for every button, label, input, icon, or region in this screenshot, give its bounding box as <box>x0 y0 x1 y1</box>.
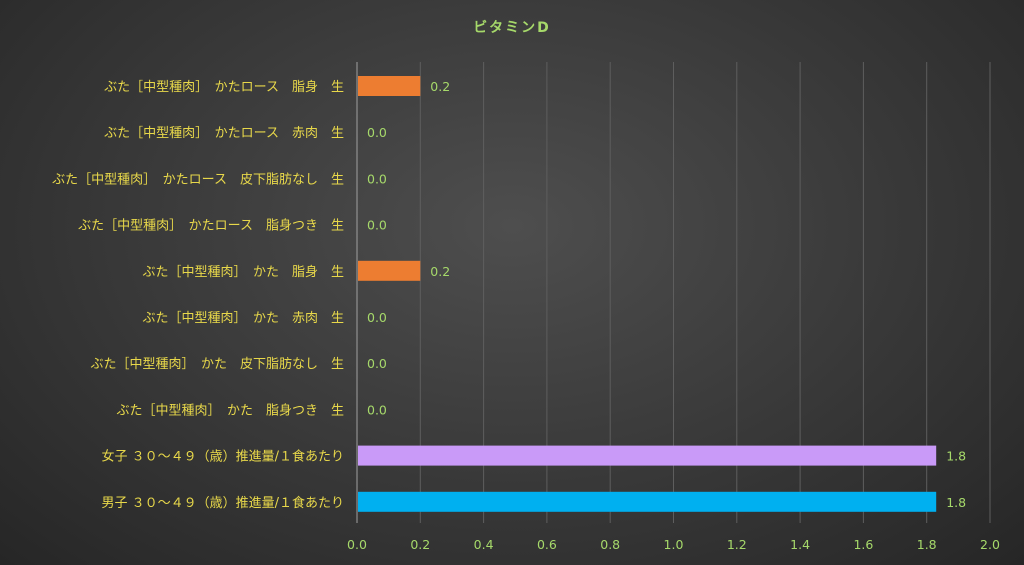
grid-lines <box>419 62 991 523</box>
category-label: ぶた［中型種肉］ かた 脂身 生 <box>142 264 344 280</box>
x-tick-labels: 0.0 0.2 0.4 0.6 0.8 1.0 1.2 1.4 1.6 1.8 2.0 <box>347 537 1000 552</box>
bar <box>358 445 937 466</box>
x-tick-label: 2.0 <box>980 537 1000 552</box>
data-label: 0.2 <box>430 264 450 279</box>
category-label: ぶた［中型種肉］ かた 皮下脂肪なし 生 <box>90 356 344 372</box>
category-label: ぶた［中型種肉］ かたロース 赤肉 生 <box>104 125 344 141</box>
data-labels: 0.2 0.0 0.0 0.0 0.2 0.0 0.0 0.0 1.8 1.8 <box>367 79 966 510</box>
category-label: 男子 ３０～４９（歳）推進量/１食あたり <box>101 495 344 511</box>
data-label: 1.8 <box>946 495 966 510</box>
x-tick-label: 0.6 <box>537 537 557 552</box>
x-tick-label: 0.8 <box>600 537 620 552</box>
x-tick-label: 1.6 <box>853 537 873 552</box>
chart-title: ビタミンD <box>473 20 551 36</box>
category-label: ぶた［中型種肉］ かたロース 脂身 生 <box>104 79 344 95</box>
x-tick-label: 1.4 <box>790 537 810 552</box>
data-label: 0.0 <box>367 310 387 325</box>
bar <box>358 491 937 512</box>
data-label: 1.8 <box>946 449 966 464</box>
bar <box>358 260 421 281</box>
category-label: ぶた［中型種肉］ かた 赤肉 生 <box>142 310 344 326</box>
x-tick-label: 1.0 <box>664 537 684 552</box>
data-label: 0.0 <box>367 218 387 233</box>
category-label: ぶた［中型種肉］ かた 脂身つき 生 <box>116 402 344 418</box>
x-tick-label: 1.2 <box>727 537 747 552</box>
x-tick-label: 1.8 <box>917 537 937 552</box>
category-labels: ぶた［中型種肉］ かたロース 脂身 生ぶた［中型種肉］ かたロース 赤肉 生ぶた… <box>52 79 344 511</box>
data-label: 0.0 <box>367 125 387 140</box>
category-label: 女子 ３０～４９（歳）推進量/１食あたり <box>101 449 344 465</box>
bars <box>358 76 937 512</box>
x-tick-label: 0.2 <box>410 537 430 552</box>
x-tick-label: 0.0 <box>347 537 367 552</box>
data-label: 0.0 <box>367 171 387 186</box>
x-tick-label: 0.4 <box>474 537 494 552</box>
data-label: 0.2 <box>430 79 450 94</box>
data-label: 0.0 <box>367 356 387 371</box>
data-label: 0.0 <box>367 402 387 417</box>
category-label: ぶた［中型種肉］ かたロース 皮下脂肪なし 生 <box>52 171 344 187</box>
bar <box>358 76 421 96</box>
category-label: ぶた［中型種肉］ かたロース 脂身つき 生 <box>78 218 344 234</box>
